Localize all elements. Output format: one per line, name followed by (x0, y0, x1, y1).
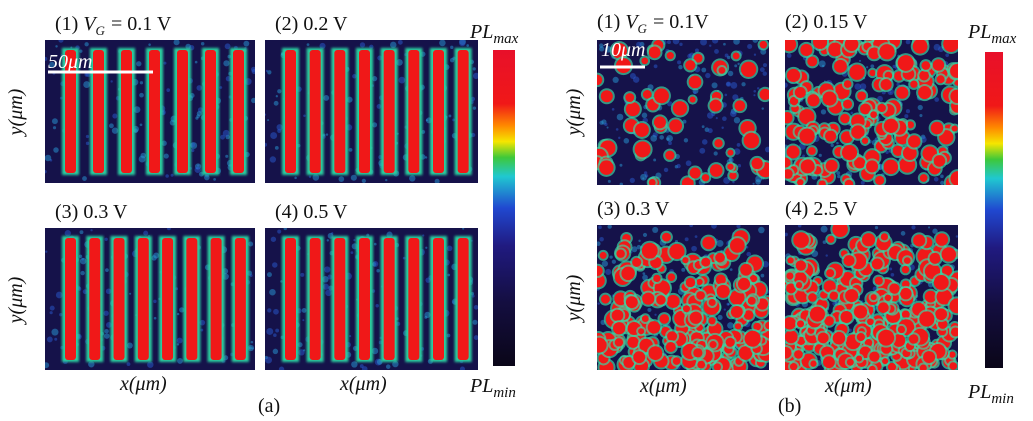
pl-image (778, 219, 967, 379)
image-label: (1) VG= 0.1 V (55, 13, 172, 38)
gate-voltage-subscript: G (96, 23, 106, 38)
image-value: 0.5 V (303, 201, 348, 223)
x-axis-label: x(μm) (824, 375, 872, 397)
panel-caption: (a) (258, 395, 280, 417)
pl-image (263, 38, 479, 184)
pl-image (778, 32, 968, 192)
scale-bar-label: 10μm (601, 39, 645, 61)
image-label: (1) VG= 0.1V (597, 11, 709, 36)
y-axis-label: y(μm) (5, 88, 27, 137)
pl-image (265, 227, 479, 372)
scale-bar-label: 50μm (48, 51, 92, 73)
image-value: 2.5 V (813, 198, 858, 220)
colorbar (493, 50, 515, 366)
colorbar-label: PLmax (967, 21, 1017, 47)
x-axis-label: x(μm) (639, 375, 687, 397)
gate-voltage-subscript: G (638, 21, 648, 36)
image-number: (2) (785, 11, 808, 33)
image-label: (3) 0.3 V (55, 201, 128, 223)
panel-caption: (b) (778, 395, 801, 417)
image-number: (2) (275, 13, 298, 35)
pl-image (43, 226, 255, 370)
image-value: 0.15 V (813, 11, 868, 33)
image-number: (3) (55, 201, 78, 223)
image-label: (4) 0.5 V (275, 201, 348, 223)
image-label: (4) 2.5 V (785, 198, 858, 220)
y-axis-label: y(μm) (563, 274, 585, 323)
image-value: = 0.1V (653, 11, 709, 33)
x-axis-label: x(μm) (339, 373, 387, 395)
image-value: 0.3 V (83, 201, 128, 223)
y-axis-label: y(μm) (563, 88, 585, 137)
colorbar (985, 52, 1003, 368)
image-number: (1) (597, 11, 620, 33)
colorbar-label: PLmin (967, 381, 1014, 407)
image-value: 0.2 V (303, 13, 348, 35)
image-number: (3) (597, 198, 620, 220)
figure: (1) VG= 0.1 V(2) 0.2 V(3) 0.3 V(4) 0.5 V… (0, 0, 1033, 421)
panel: (1) VG= 0.1 V(2) 0.2 V(3) 0.3 V(4) 0.5 V… (5, 13, 519, 417)
pl-image (590, 223, 775, 378)
y-axis-label: y(μm) (5, 276, 27, 325)
image-number: (4) (785, 198, 808, 220)
x-axis-label: x(μm) (119, 373, 167, 395)
panel: (1) VG= 0.1V(2) 0.15 V(3) 0.3 V(4) 2.5 V… (563, 11, 1017, 417)
image-number: (1) (55, 13, 78, 35)
image-value: = 0.1 V (111, 13, 172, 35)
colorbar-label: PLmin (469, 375, 516, 401)
image-value: 0.3 V (625, 198, 670, 220)
image-label: (2) 0.2 V (275, 13, 348, 35)
image-label: (3) 0.3 V (597, 198, 670, 220)
image-number: (4) (275, 201, 298, 223)
image-label: (2) 0.15 V (785, 11, 868, 33)
